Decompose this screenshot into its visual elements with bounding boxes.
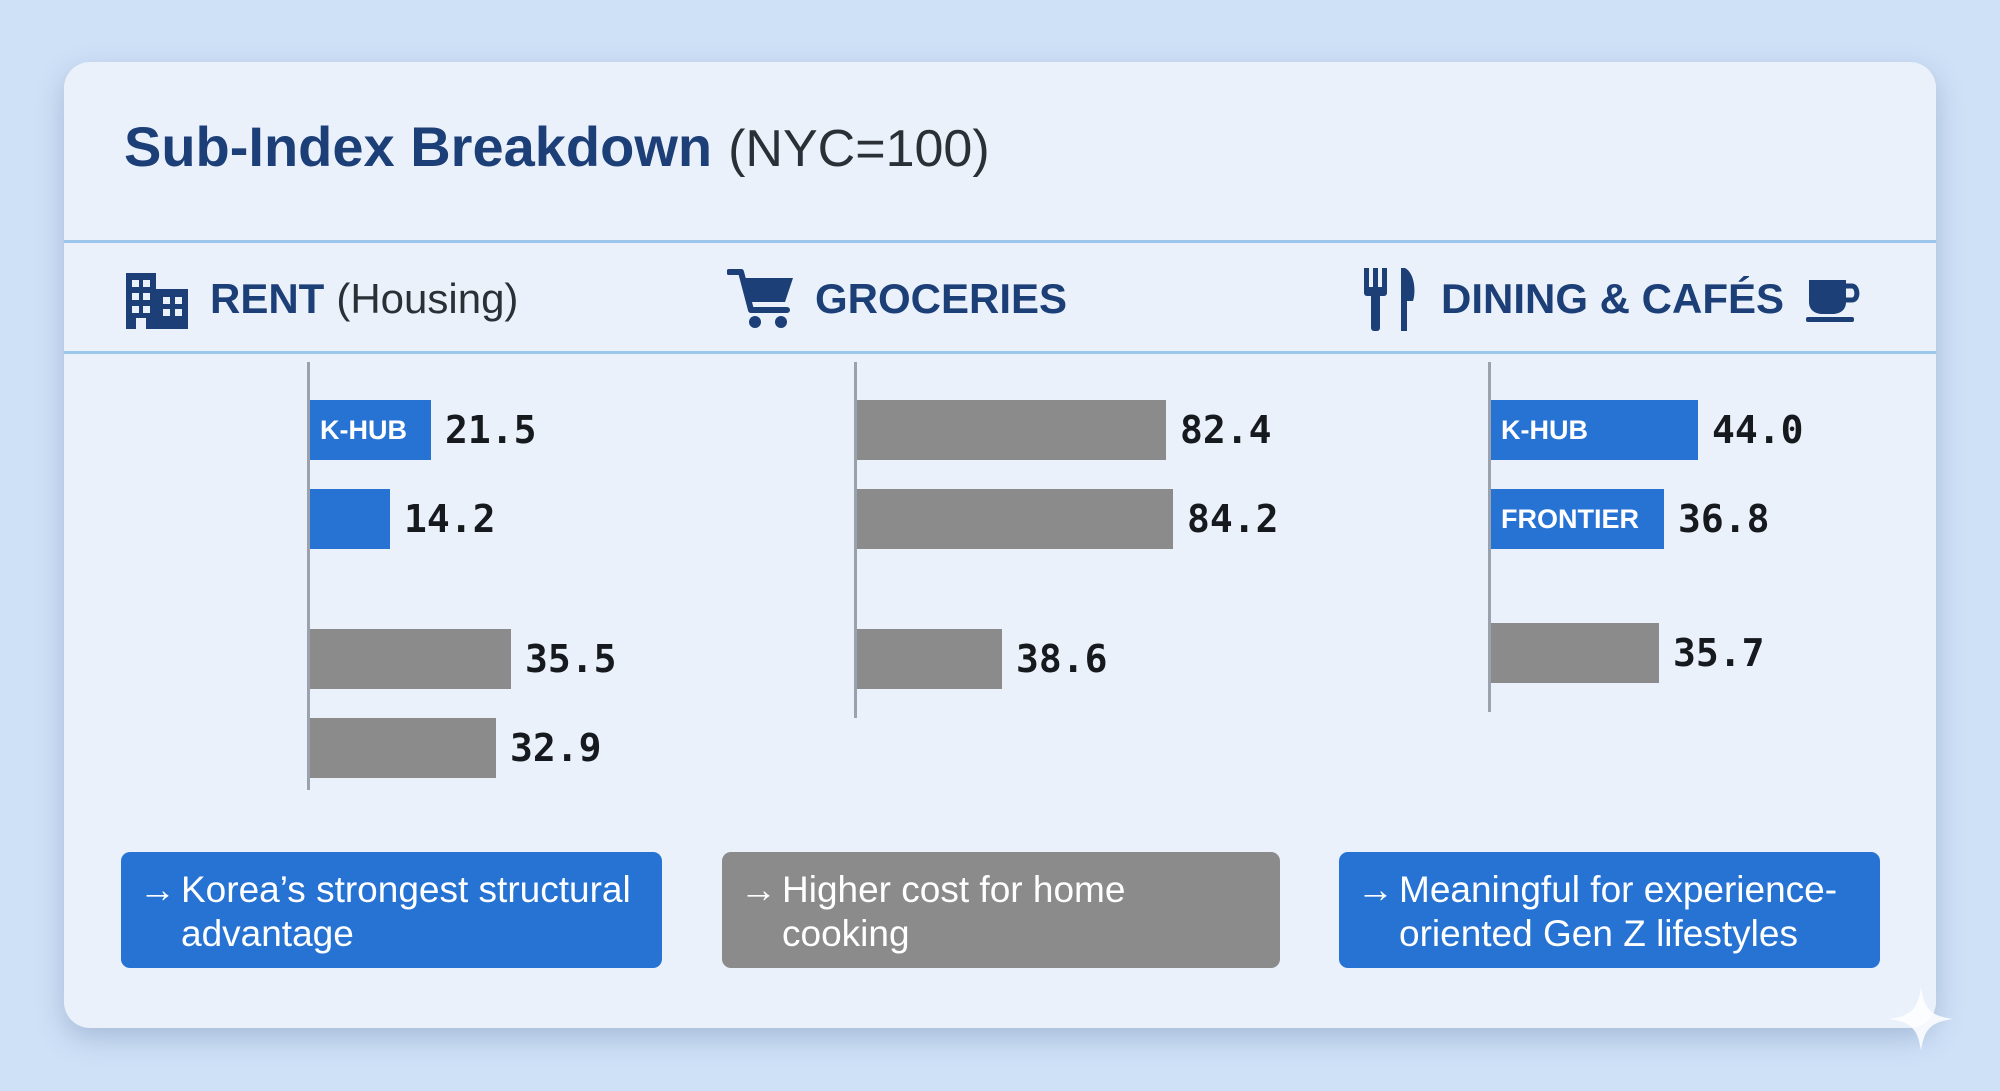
sub-index-card: Sub-Index Breakdown (NYC=100) RENT: [64, 62, 1936, 1028]
chart-title-row: Sub-Index Breakdown (NYC=100): [124, 114, 990, 194]
panel-heading-label: GROCERIES: [815, 275, 1068, 322]
bar-axis-line: [307, 362, 310, 790]
fork-knife-icon: [1361, 265, 1419, 333]
panel-heading-groceries: GROCERIES: [727, 260, 1067, 338]
chart-title: Sub-Index Breakdown: [124, 115, 713, 178]
building-icon: [124, 267, 190, 331]
value-label: 32.9: [510, 726, 602, 770]
header-divider-bottom: [64, 351, 1936, 354]
bar-axis-line: [1488, 362, 1491, 712]
bar: [310, 489, 390, 549]
sparkle-icon: [1889, 987, 1953, 1051]
value-label: 38.6: [1016, 637, 1108, 681]
bar-badge: FRONTIER: [1501, 504, 1639, 534]
bar: [857, 629, 1002, 689]
bar-axis-line: [854, 362, 857, 718]
value-label: 21.5: [445, 408, 537, 452]
bar: [857, 489, 1173, 549]
value-label: 84.2: [1187, 497, 1279, 541]
note-text: Meaningful for experience-oriented Gen Z…: [1399, 869, 1838, 954]
arrow-right-icon: →: [139, 869, 176, 910]
value-label: 14.2: [404, 497, 496, 541]
value-label: 44.0: [1712, 408, 1804, 452]
coffee-cup-icon: [1806, 274, 1862, 324]
arrow-right-icon: →: [1357, 869, 1394, 910]
chart-subtitle: (NYC=100): [728, 120, 990, 178]
bar: [310, 629, 511, 689]
panel-heading-label: RENT: [210, 275, 325, 322]
note-text: Korea’s strongest structural advantage: [181, 869, 631, 954]
bar: [857, 400, 1166, 460]
bar-badge: K-HUB: [320, 415, 407, 445]
note-rent: → Korea’s strongest structural advantage: [121, 852, 662, 968]
arrow-right-icon: →: [740, 869, 777, 910]
shopping-cart-icon: [727, 266, 797, 332]
bar: [1491, 623, 1659, 683]
note-groceries: → Higher cost for home cooking: [722, 852, 1280, 968]
panel-heading-sublabel: (Housing): [336, 275, 519, 322]
panel-heading-label: DINING & CAFÉS: [1441, 275, 1785, 322]
panel-heading-rent: RENT (Housing): [124, 260, 518, 338]
note-text: Higher cost for home cooking: [782, 869, 1126, 954]
value-label: 35.5: [525, 637, 617, 681]
value-label: 35.7: [1673, 631, 1765, 675]
value-label: 82.4: [1180, 408, 1272, 452]
value-label: 36.8: [1678, 497, 1770, 541]
bar: [310, 718, 496, 778]
bar: FRONTIER: [1491, 489, 1664, 549]
bar: K-HUB: [310, 400, 431, 460]
panel-heading-dining: DINING & CAFÉS: [1361, 260, 1862, 338]
note-dining: → Meaningful for experience-oriented Gen…: [1339, 852, 1880, 968]
bar: K-HUB: [1491, 400, 1698, 460]
bar-badge: K-HUB: [1501, 415, 1588, 445]
header-divider-top: [64, 240, 1936, 243]
